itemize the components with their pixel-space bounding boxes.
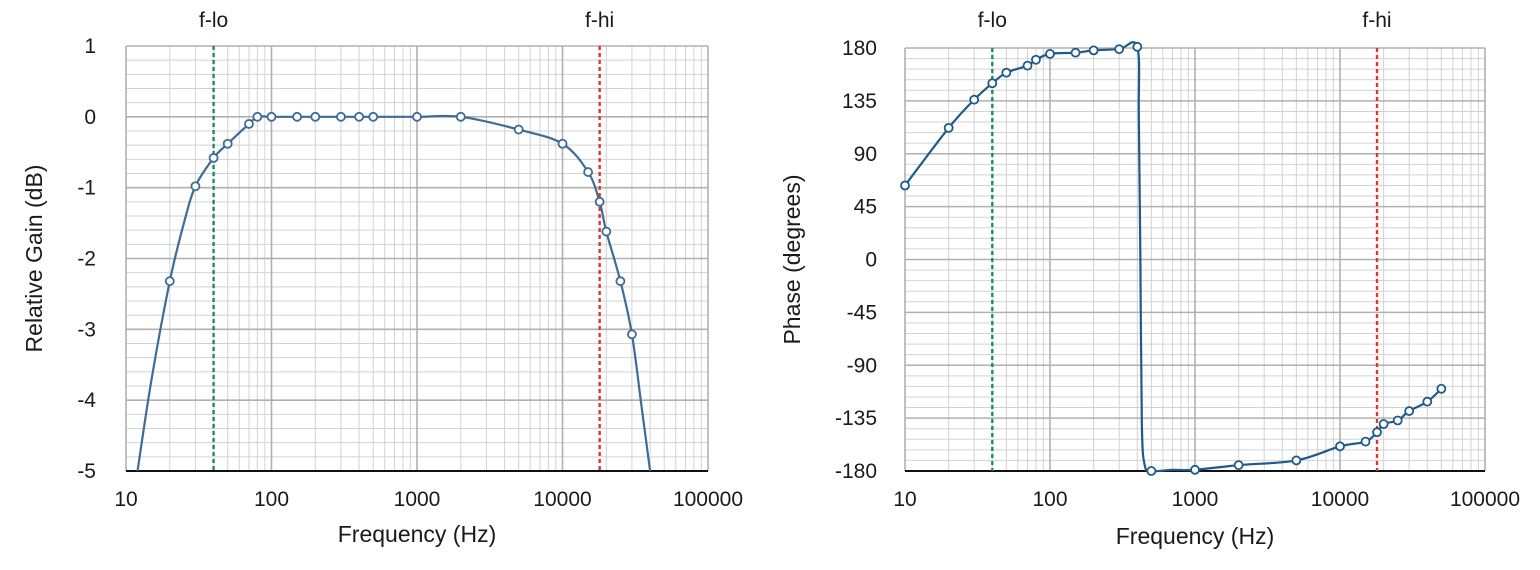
data-point xyxy=(1022,60,1033,71)
data-point xyxy=(1132,41,1143,52)
data-point xyxy=(601,226,612,237)
data-point xyxy=(1436,383,1447,394)
x-tick-label: 100000 xyxy=(673,488,743,511)
y-tick-label: -90 xyxy=(847,354,877,377)
data-point xyxy=(244,119,254,129)
data-point xyxy=(190,181,201,192)
y-tick-label: -135 xyxy=(835,407,877,430)
data-point xyxy=(222,138,233,149)
data-point xyxy=(615,276,626,287)
data-point xyxy=(252,111,263,122)
data-point xyxy=(1291,455,1302,466)
data-point xyxy=(368,111,379,122)
data-point xyxy=(987,78,998,89)
data-point xyxy=(310,111,321,122)
y-tick-label: -1 xyxy=(77,177,96,200)
data-point xyxy=(1001,67,1012,78)
data-point xyxy=(1335,441,1345,452)
y-tick-label: 1 xyxy=(84,35,96,58)
x-tick-label: 100 xyxy=(1032,488,1067,511)
data-point xyxy=(208,153,219,163)
marker-label-f-lo: f-lo xyxy=(978,9,1007,32)
data-point xyxy=(266,111,277,122)
y-tick-label: -2 xyxy=(77,248,96,271)
y-tick-label: -5 xyxy=(77,460,96,483)
data-point xyxy=(292,111,303,122)
data-point xyxy=(1031,54,1041,65)
x-tick-label: 100 xyxy=(254,488,289,511)
data-point xyxy=(513,124,524,135)
x-tick-label: 100000 xyxy=(1450,488,1520,511)
x-axis-title: Frequency (Hz) xyxy=(1116,523,1274,549)
y-tick-label: 45 xyxy=(854,196,877,219)
y-tick-label: -45 xyxy=(847,301,877,324)
data-point xyxy=(1378,419,1389,429)
marker-label-f-hi: f-hi xyxy=(1362,9,1391,32)
data-point xyxy=(1360,436,1371,447)
series-line xyxy=(905,41,1443,473)
data-point xyxy=(943,123,954,133)
data-point xyxy=(1190,464,1200,475)
data-point xyxy=(1070,47,1081,58)
y-tick-label: 90 xyxy=(854,143,877,166)
data-point xyxy=(969,94,980,105)
y-tick-label: -4 xyxy=(77,389,96,412)
y-tick-label: 180 xyxy=(842,37,877,60)
y-tick-label: 135 xyxy=(842,90,877,113)
data-point xyxy=(557,138,568,149)
data-point xyxy=(1404,406,1415,416)
chart-2: 10 100 1000 10000 100000 180 135 90 45 0 -45 -90 -13… xyxy=(779,9,1520,549)
marker-label-f-hi: f-hi xyxy=(585,9,614,32)
y-axis-title: Relative Gain (dB) xyxy=(21,165,47,353)
data-point xyxy=(455,111,466,122)
y-axis-title: Phase (degrees) xyxy=(779,174,805,344)
data-point xyxy=(900,180,910,191)
data-point xyxy=(1392,415,1403,426)
marker-label-f-lo: f-lo xyxy=(199,9,228,32)
data-point xyxy=(1233,460,1244,471)
x-axis-title: Frequency (Hz) xyxy=(338,521,496,547)
data-point xyxy=(1088,45,1099,56)
data-point xyxy=(583,167,594,177)
data-point xyxy=(1422,396,1433,407)
data-point xyxy=(336,111,346,122)
data-point xyxy=(1372,427,1382,438)
data-point xyxy=(1045,48,1055,59)
x-tick-label: 10000 xyxy=(1311,488,1369,511)
y-tick-label: -3 xyxy=(77,318,96,341)
data-point xyxy=(594,196,605,207)
x-tick-label: 10 xyxy=(114,488,137,511)
x-tick-label: 10 xyxy=(893,488,916,511)
y-tick-label: 0 xyxy=(84,106,96,129)
data-point xyxy=(412,111,422,122)
x-tick-label: 1000 xyxy=(394,488,441,511)
x-tick-label: 1000 xyxy=(1172,488,1219,511)
y-tick-label: -180 xyxy=(835,460,877,483)
y-tick-label: 0 xyxy=(865,249,877,272)
data-point xyxy=(627,329,637,340)
data-point xyxy=(354,111,364,122)
data-point xyxy=(1114,44,1125,55)
data-point xyxy=(1146,466,1157,476)
x-tick-label: 10000 xyxy=(533,488,591,511)
data-point xyxy=(164,276,175,287)
